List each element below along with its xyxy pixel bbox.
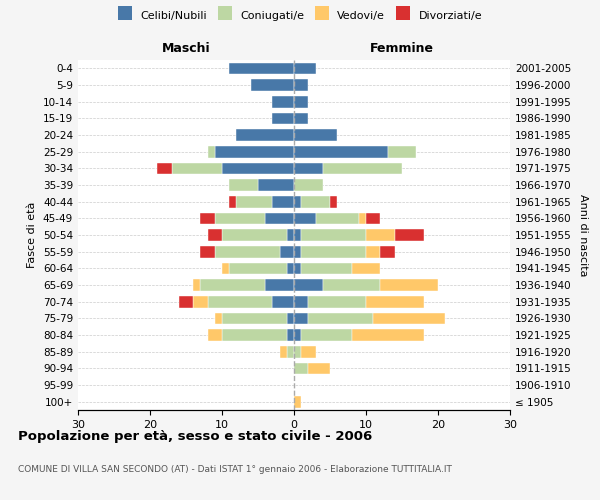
Bar [208, 329, 222, 341]
Bar [301, 346, 316, 358]
Bar [294, 212, 316, 224]
Y-axis label: Anni di nascita: Anni di nascita [578, 194, 588, 276]
Bar [287, 329, 294, 341]
Bar [294, 162, 323, 174]
Bar [301, 196, 330, 207]
Bar [157, 162, 172, 174]
Bar [193, 279, 200, 291]
Bar [294, 229, 301, 241]
Bar [265, 212, 294, 224]
Bar [301, 262, 352, 274]
Bar [294, 146, 388, 158]
Bar [215, 246, 280, 258]
Bar [323, 279, 380, 291]
Bar [200, 246, 215, 258]
Bar [200, 279, 265, 291]
Bar [236, 196, 272, 207]
Bar [258, 179, 294, 191]
Bar [301, 246, 366, 258]
Bar [215, 212, 265, 224]
Text: COMUNE DI VILLA SAN SECONDO (AT) - Dati ISTAT 1° gennaio 2006 - Elaborazione TUT: COMUNE DI VILLA SAN SECONDO (AT) - Dati … [18, 465, 452, 474]
Bar [366, 296, 424, 308]
Bar [287, 229, 294, 241]
Bar [229, 262, 287, 274]
Bar [265, 279, 294, 291]
Bar [294, 96, 308, 108]
Bar [294, 196, 301, 207]
Bar [308, 362, 330, 374]
Bar [172, 162, 222, 174]
Bar [222, 162, 294, 174]
Bar [222, 262, 229, 274]
Bar [287, 262, 294, 274]
Bar [352, 262, 380, 274]
Bar [294, 62, 316, 74]
Bar [294, 296, 308, 308]
Bar [294, 279, 323, 291]
Bar [272, 296, 294, 308]
Bar [294, 346, 301, 358]
Bar [287, 346, 294, 358]
Y-axis label: Fasce di età: Fasce di età [28, 202, 37, 268]
Bar [366, 212, 380, 224]
Bar [388, 146, 416, 158]
Bar [380, 279, 438, 291]
Bar [301, 229, 366, 241]
Bar [222, 312, 287, 324]
Bar [294, 329, 301, 341]
Bar [301, 329, 352, 341]
Bar [294, 179, 323, 191]
Bar [366, 229, 395, 241]
Bar [251, 79, 294, 91]
Bar [294, 112, 308, 124]
Bar [330, 196, 337, 207]
Bar [193, 296, 208, 308]
Bar [208, 146, 215, 158]
Bar [294, 312, 308, 324]
Bar [294, 396, 301, 407]
Bar [359, 212, 366, 224]
Text: Femmine: Femmine [370, 42, 434, 55]
Bar [229, 196, 236, 207]
Bar [287, 312, 294, 324]
Bar [229, 179, 258, 191]
Bar [222, 229, 287, 241]
Bar [229, 62, 294, 74]
Bar [316, 212, 359, 224]
Bar [352, 329, 424, 341]
Bar [308, 296, 366, 308]
Bar [208, 296, 272, 308]
Bar [236, 129, 294, 141]
Bar [373, 312, 445, 324]
Bar [179, 296, 193, 308]
Bar [294, 79, 308, 91]
Bar [272, 112, 294, 124]
Bar [215, 312, 222, 324]
Text: Popolazione per età, sesso e stato civile - 2006: Popolazione per età, sesso e stato civil… [18, 430, 372, 443]
Bar [208, 229, 222, 241]
Bar [294, 246, 301, 258]
Bar [272, 196, 294, 207]
Text: Maschi: Maschi [161, 42, 211, 55]
Bar [366, 246, 380, 258]
Bar [395, 229, 424, 241]
Bar [294, 129, 337, 141]
Bar [222, 329, 287, 341]
Bar [280, 346, 287, 358]
Bar [323, 162, 402, 174]
Bar [215, 146, 294, 158]
Legend: Celibi/Nubili, Coniugati/e, Vedovi/e, Divorziati/e: Celibi/Nubili, Coniugati/e, Vedovi/e, Di… [113, 6, 487, 25]
Bar [272, 96, 294, 108]
Bar [380, 246, 395, 258]
Bar [308, 312, 373, 324]
Bar [200, 212, 215, 224]
Bar [294, 262, 301, 274]
Bar [280, 246, 294, 258]
Bar [294, 362, 308, 374]
